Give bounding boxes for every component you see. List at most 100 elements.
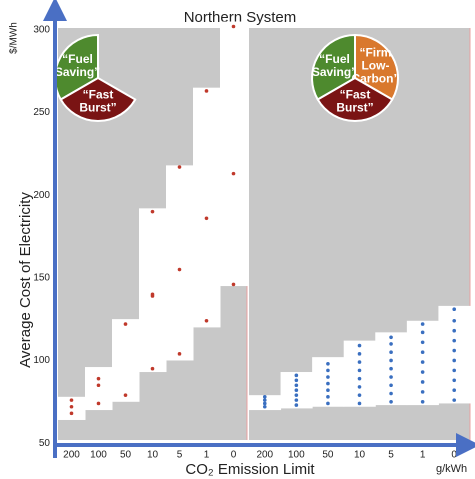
data-point [452,398,457,402]
range-band [220,21,248,287]
y-tick-label: 300 [33,24,50,35]
pie-label: Burst” [336,100,373,114]
data-point [452,378,457,383]
data-point [389,391,393,396]
pie-label: “Fast [340,87,371,101]
data-point [357,360,362,364]
data-point [420,360,425,364]
data-point [204,216,209,221]
data-point [452,388,457,393]
x-axis-unit: g/kWh [436,463,467,475]
data-point [204,318,209,323]
data-point [96,383,101,388]
data-point [357,368,362,373]
data-point [326,375,330,379]
data-point [150,366,155,371]
data-point [389,350,393,354]
data-point [357,352,362,356]
data-point [420,340,425,345]
data-point [177,352,182,356]
data-point [294,388,299,393]
pie-label: Low- [361,58,389,72]
x-tick-label: 5 [177,450,183,461]
y-tick-label: 100 [33,355,50,366]
y-tick-label: 150 [33,272,50,283]
y-axis-unit: $/MWh [9,22,20,54]
pie-label: “Firm [359,45,391,59]
data-point [231,24,236,29]
x-tick-label: 50 [120,450,132,461]
pie-slice [316,76,394,122]
data-point [389,342,393,346]
data-point [357,376,362,381]
pie-slice [59,76,137,122]
data-point [389,399,393,404]
data-point [177,165,182,169]
data-point [326,395,330,399]
y-tick-label: 200 [33,190,50,201]
data-point [294,383,299,388]
range-band [166,165,194,361]
data-point [420,322,425,326]
x-tick-label: 10 [147,450,159,461]
data-point [96,401,101,406]
y-axis-label: Average Cost of Electricity [17,192,34,368]
data-point [69,398,74,402]
data-point [326,368,330,373]
data-point [420,390,425,394]
data-point [294,403,299,407]
pie-label: Saving” [312,65,357,79]
data-point [294,378,299,383]
data-point [452,307,457,312]
range-band [193,87,221,328]
x-axis-label: CO₂ Emission Limit [185,461,315,478]
data-point [123,393,128,397]
data-point [389,366,393,371]
data-point [69,404,74,409]
data-point [420,370,425,374]
data-point [357,385,362,389]
data-point [389,375,393,379]
data-point [177,267,182,272]
data-point [357,343,362,348]
data-point [452,348,457,353]
data-point [357,401,362,406]
data-point [389,335,393,340]
pie-label: “Fuel [319,52,350,66]
x-tick-label: 5 [388,450,394,461]
data-point [262,401,267,406]
data-point [150,292,155,297]
data-point [231,282,236,287]
pie-label: Burst” [79,100,116,114]
data-point [262,395,267,399]
data-point [294,393,299,397]
data-point [96,376,101,381]
y-tick-label: 50 [39,438,51,449]
x-tick-label: 100 [90,450,107,461]
data-point [389,383,393,388]
x-tick-label: 10 [354,450,366,461]
y-tick-label: 250 [33,107,50,118]
range-band [112,319,140,402]
x-tick-label: 0 [231,450,237,461]
pie-label: “Fuel [62,52,93,66]
data-point [420,380,425,384]
data-point [231,171,236,176]
x-tick-label: 50 [322,450,334,461]
data-point [326,388,330,393]
chart-title: Northern System [184,9,297,26]
data-point [294,398,299,402]
data-point [150,209,155,214]
data-point [452,338,457,343]
x-tick-label: 1 [420,450,426,461]
data-point [326,381,330,386]
data-point [357,393,362,397]
data-point [69,411,74,416]
data-point [420,330,425,335]
data-point [420,350,425,354]
data-point [420,399,425,404]
data-point [326,401,330,406]
data-point [389,358,393,363]
data-point [452,328,457,333]
